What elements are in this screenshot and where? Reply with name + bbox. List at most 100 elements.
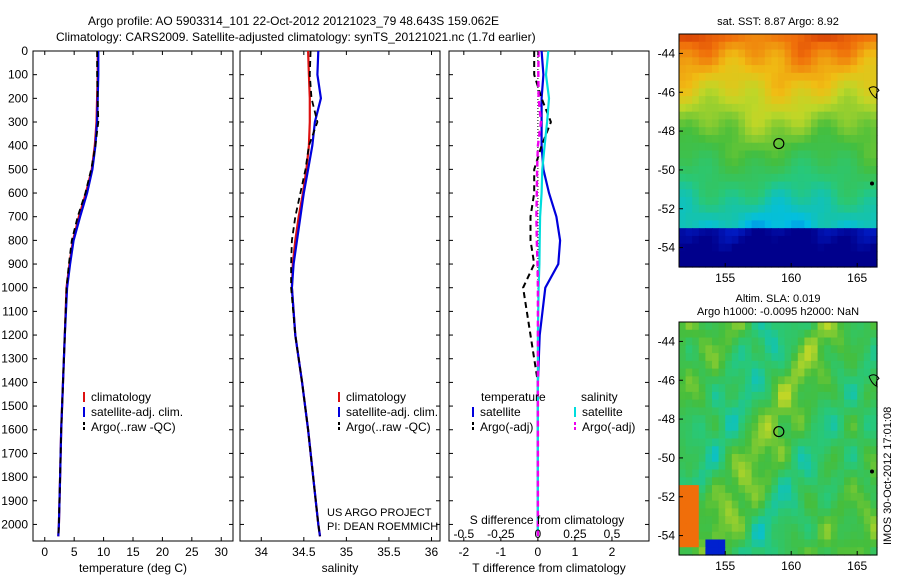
map-frame — [678, 33, 878, 268]
map-y-tick-label-5: -54 — [658, 529, 676, 543]
y-tick-label-6: 600 — [8, 186, 28, 200]
plot-frame — [448, 50, 650, 542]
x-tick-label-0: -2 — [458, 545, 469, 559]
legend-label-diff-1: Argo(-adj) — [480, 420, 533, 434]
y-tick-label-19: 1900 — [1, 494, 28, 508]
map-y-tick-label-2: -48 — [658, 124, 676, 138]
map-y-tick-label-5: -54 — [658, 241, 676, 255]
x-tick-label-1: 5 — [71, 545, 78, 559]
map-frame — [678, 321, 878, 556]
map-field — [679, 322, 878, 556]
y-tick-label-5: 500 — [8, 162, 28, 176]
x-tick-label-6: 30 — [215, 545, 229, 559]
x-tick-label-0: 34 — [255, 545, 269, 559]
salinity-panel: 34 34.5 35 35.5 36 salinity climatologysatelli… — [239, 50, 441, 575]
coastline-north — [868, 86, 880, 100]
legend-label-diff-3: Argo(-adj) — [582, 420, 635, 434]
y-tick-label-20: 2000 — [1, 517, 28, 531]
y-tick-label-11: 1100 — [2, 304, 28, 318]
project-line-1: US ARGO PROJECT — [327, 507, 432, 519]
map-title-0: Altim. SLA: 0.019 — [736, 293, 821, 305]
plot-frame — [239, 50, 441, 542]
title-line-1: Argo profile: AO 5903314_101 22-Oct-2012… — [88, 14, 499, 28]
y-tick-label-4: 400 — [8, 139, 28, 153]
legend-label-0: climatology — [346, 390, 406, 404]
map-y-tick-label-3: -50 — [658, 451, 676, 465]
y-tick-label-16: 1600 — [1, 423, 28, 437]
island-marker — [870, 181, 874, 186]
map-y-tick-label-0: -44 — [658, 334, 676, 348]
legend-label-2: Argo(..raw -QC) — [91, 420, 176, 434]
map-y-tick-label-4: -52 — [658, 202, 676, 216]
title-line-2: Climatology: CARS2009. Satellite-adjuste… — [56, 30, 536, 44]
x-tick-label-2: 35 — [340, 545, 354, 559]
x-axis-label: temperature (deg C) — [79, 561, 187, 575]
legend-label-0: climatology — [91, 390, 151, 404]
y-tick-label-8: 800 — [8, 233, 28, 247]
legend-label-2: Argo(..raw -QC) — [346, 420, 431, 434]
map-y-tick-label-1: -46 — [658, 373, 676, 387]
temperature-panel: 0 5 10 15 20 25 300100200300400500600700800900… — [1, 44, 234, 575]
s-tick-label-0: -0.5 — [453, 527, 474, 541]
y-tick-label-10: 1000 — [1, 281, 28, 295]
y-tick-label-3: 300 — [8, 115, 28, 129]
plot-frame — [32, 50, 234, 542]
y-tick-label-12: 1200 — [1, 328, 28, 342]
s-tick-label-1: -0.25 — [487, 527, 515, 541]
x-axis-label: salinity — [322, 561, 359, 575]
y-tick-label-17: 1700 — [1, 446, 28, 460]
s-tick-label-4: 0.5 — [604, 527, 621, 541]
map-x-tick-label-1: 160 — [781, 559, 801, 573]
project-line-2: PI: DEAN ROEMMICH — [327, 521, 438, 533]
legend-label-diff-0: satellite — [480, 405, 521, 419]
sst-map: 155 160 165 -44 -46 -48 -50 -52 -54 sat. SST: 8.8… — [658, 16, 880, 285]
x-tick-label-4: 36 — [425, 545, 439, 559]
map-x-tick-label-0: 155 — [715, 271, 735, 285]
y-tick-label-0: 0 — [21, 44, 28, 58]
s-tick-label-2: 0 — [535, 527, 542, 541]
legend-group-temperature: temperature — [481, 390, 546, 404]
series-line-3 — [535, 50, 543, 537]
s-tick-label-3: 0.25 — [563, 527, 587, 541]
sla-map: 155 160 165 -44 -46 -48 -50 -52 -54 Altim. SLA: 0… — [658, 293, 880, 573]
x-tick-label-3: 1 — [572, 545, 579, 559]
x-tick-label-5: 25 — [185, 545, 199, 559]
y-tick-label-15: 1500 — [1, 399, 28, 413]
map-x-tick-label-2: 165 — [847, 559, 867, 573]
legend-label-1: satellite-adj. clim. — [91, 405, 183, 419]
x-tick-label-4: 2 — [609, 545, 616, 559]
difference-panel: -2 -1 0 1 2 T difference from climatology -0.5… — [448, 50, 650, 575]
map-y-tick-label-2: -48 — [658, 412, 676, 426]
x-tick-label-0: 0 — [41, 545, 48, 559]
map-y-tick-label-1: -46 — [658, 85, 676, 99]
s-axis-label: S difference from climatology — [470, 513, 625, 527]
timestamp: IMOS 30-Oct-2012 17:01:08 — [882, 407, 894, 545]
legend-label-1: satellite-adj. clim. — [346, 405, 438, 419]
x-tick-label-3: 15 — [126, 545, 140, 559]
map-y-tick-label-3: -50 — [658, 163, 676, 177]
x-tick-label-2: 0 — [535, 545, 542, 559]
map-y-tick-label-0: -44 — [658, 46, 676, 60]
legend-group-salinity: salinity — [581, 390, 618, 404]
y-tick-label-9: 900 — [8, 257, 28, 271]
map-title-1: Argo h1000: -0.0095 h2000: NaN — [697, 306, 859, 318]
y-tick-label-2: 200 — [8, 91, 28, 105]
map-y-tick-label-4: -52 — [658, 490, 676, 504]
coastline-north — [868, 374, 880, 388]
y-tick-label-18: 1800 — [1, 470, 28, 484]
map-x-tick-label-0: 155 — [715, 559, 735, 573]
argo-location-marker — [773, 425, 785, 438]
series-line-2 — [290, 50, 321, 537]
x-tick-label-1: -1 — [496, 545, 507, 559]
map-x-tick-label-2: 165 — [847, 271, 867, 285]
argo-location-marker — [773, 137, 785, 150]
island-marker — [870, 469, 874, 474]
legend-label-diff-2: satellite — [582, 405, 623, 419]
map-x-tick-label-1: 160 — [781, 271, 801, 285]
x-tick-label-4: 20 — [156, 545, 170, 559]
series-line-2 — [57, 51, 100, 537]
x-axis-label: T difference from climatology — [472, 561, 626, 575]
y-tick-label-1: 100 — [8, 68, 28, 82]
y-tick-label-14: 1400 — [1, 375, 28, 389]
x-tick-label-2: 10 — [97, 545, 111, 559]
